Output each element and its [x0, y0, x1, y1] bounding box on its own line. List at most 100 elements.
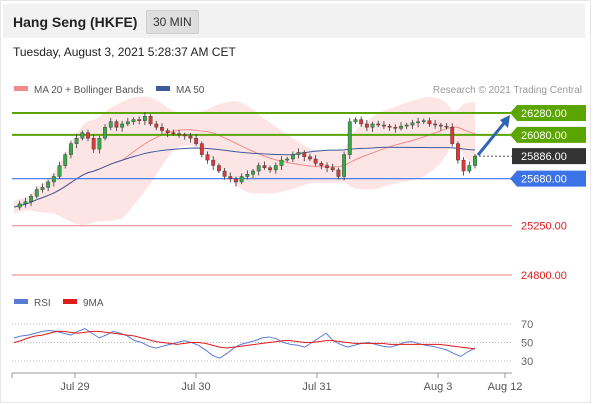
candle-body [319, 163, 324, 166]
candle-body [239, 176, 244, 183]
candle-body [34, 189, 39, 197]
candle-body [347, 121, 352, 155]
candle-body [313, 158, 318, 164]
candle-body [188, 135, 193, 139]
candle-body [262, 165, 267, 168]
candle-body [29, 195, 33, 202]
x-tick-label: Jul 30 [181, 381, 210, 393]
candle-body [40, 187, 45, 190]
candle-body [302, 152, 307, 157]
candle-body [199, 143, 204, 155]
candle-body [336, 169, 341, 177]
candle-body [74, 137, 79, 144]
candle-body [364, 123, 369, 128]
candle-body [131, 119, 136, 122]
candle-body [359, 119, 364, 125]
ma50-legend-label: MA 50 [176, 85, 205, 96]
candle-body [404, 124, 409, 127]
ma20-legend-swatch [14, 86, 28, 91]
candle-body [63, 154, 68, 166]
candle-body [268, 167, 273, 171]
ma50-line [13, 146, 476, 208]
candle-body [342, 154, 347, 177]
candle-body [467, 165, 472, 172]
candle-body [205, 154, 210, 161]
target-level-label: 25250.00 [521, 221, 567, 233]
timeframe-button[interactable]: 30 MIN [146, 10, 199, 34]
candle-body [228, 176, 233, 179]
moving-averages [13, 126, 476, 208]
x-axis-labels: Jul 29 Jul 30 Jul 31 Aug 3 Aug 12 [11, 373, 523, 393]
title-bar: Hang Seng (HKFE) 30 MIN [3, 4, 585, 38]
candle-body [182, 134, 187, 137]
candle-body [51, 176, 56, 183]
rsi-legend-label: RSI [34, 298, 51, 309]
candle-body [165, 130, 170, 133]
ma9-legend-label: 9MA [83, 298, 104, 309]
candle-body [125, 121, 130, 125]
candle-body [353, 119, 358, 122]
candle-body [473, 155, 477, 166]
rsi-tick-label: 50 [521, 338, 533, 350]
ma50-legend-swatch [156, 86, 170, 91]
candle-body [108, 121, 113, 128]
current-price-label: 25886.00 [521, 151, 567, 163]
resistance-level-label: 26280.00 [521, 108, 567, 120]
candle-body [382, 124, 386, 127]
candle-body [273, 165, 278, 171]
candle-body [148, 116, 153, 125]
forecast-arrow [476, 121, 507, 156]
candle-body [438, 124, 443, 127]
candle-body [461, 159, 466, 172]
candle-body [421, 120, 426, 122]
candle-body [160, 127, 164, 131]
candle-body [416, 121, 420, 124]
candle-body [142, 116, 147, 121]
candle-body [86, 132, 90, 139]
x-tick-label: Jul 29 [60, 381, 89, 393]
current-price-tag [512, 148, 586, 165]
candle-body [376, 123, 381, 126]
candle-body [285, 158, 290, 161]
ma20-legend-label: MA 20 + Bollinger Bands [34, 85, 144, 96]
candle-body [450, 127, 455, 144]
candle-body [46, 181, 51, 188]
candle-body [222, 170, 227, 177]
candle-body [120, 123, 125, 128]
resistance-level-label: 26080.00 [521, 130, 567, 142]
credit-text: Research © 2021 Trading Central [433, 85, 582, 96]
candle-body [256, 165, 261, 172]
candle-body [177, 133, 181, 136]
candle-body [194, 137, 199, 144]
rsi-legend-swatch [14, 299, 28, 304]
ma9-line [13, 330, 476, 350]
bollinger-bands [14, 96, 475, 226]
price-levels: 26280.00 26080.00 25886.00 25680.00 25250.00… [12, 105, 586, 282]
rsi-tick-label: 70 [521, 319, 533, 331]
support-level-tag [510, 170, 586, 187]
candle-body [370, 123, 375, 128]
resistance-level-tag [510, 105, 586, 121]
candle-body [154, 123, 159, 128]
x-tick-label: Aug 12 [488, 381, 523, 393]
candle-body [23, 201, 28, 205]
candle-body [251, 170, 255, 175]
candle-body [444, 125, 449, 128]
candle-body [211, 159, 216, 166]
resistance-level-tag [510, 126, 586, 143]
candle-body [296, 152, 301, 155]
bollinger-band-area [14, 96, 475, 226]
support-level-label: 25680.00 [521, 174, 567, 186]
candle-body [17, 203, 22, 208]
candle-body [97, 137, 102, 150]
candlesticks [17, 112, 477, 211]
rsi-grid: 70 50 30 [12, 319, 533, 368]
candle-body [456, 143, 460, 161]
candle-body [80, 132, 85, 139]
x-tick-label: Aug 3 [424, 381, 453, 393]
candle-body [427, 120, 432, 125]
rsi-lines [13, 328, 476, 359]
candle-body [433, 123, 438, 126]
candle-body [330, 167, 335, 171]
target-level-label: 24800.00 [521, 270, 567, 282]
